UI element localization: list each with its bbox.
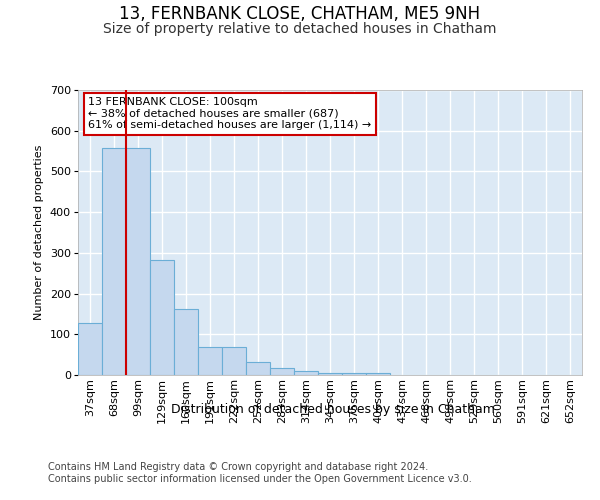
Bar [342,373,366,375]
Bar [150,260,174,375]
Bar [78,323,102,375]
Bar [198,346,222,375]
Bar [102,148,126,375]
Text: Distribution of detached houses by size in Chatham: Distribution of detached houses by size … [171,402,495,415]
Text: Contains public sector information licensed under the Open Government Licence v3: Contains public sector information licen… [48,474,472,484]
Bar [246,362,270,375]
Bar [294,372,318,375]
Text: 13, FERNBANK CLOSE, CHATHAM, ME5 9NH: 13, FERNBANK CLOSE, CHATHAM, ME5 9NH [119,5,481,23]
Bar [174,308,198,375]
Bar [270,368,294,375]
Text: Size of property relative to detached houses in Chatham: Size of property relative to detached ho… [103,22,497,36]
Text: Contains HM Land Registry data © Crown copyright and database right 2024.: Contains HM Land Registry data © Crown c… [48,462,428,472]
Bar [318,373,342,375]
Bar [222,346,246,375]
Bar [126,148,150,375]
Text: 13 FERNBANK CLOSE: 100sqm
← 38% of detached houses are smaller (687)
61% of semi: 13 FERNBANK CLOSE: 100sqm ← 38% of detac… [88,97,371,130]
Y-axis label: Number of detached properties: Number of detached properties [34,145,44,320]
Bar [366,373,390,375]
